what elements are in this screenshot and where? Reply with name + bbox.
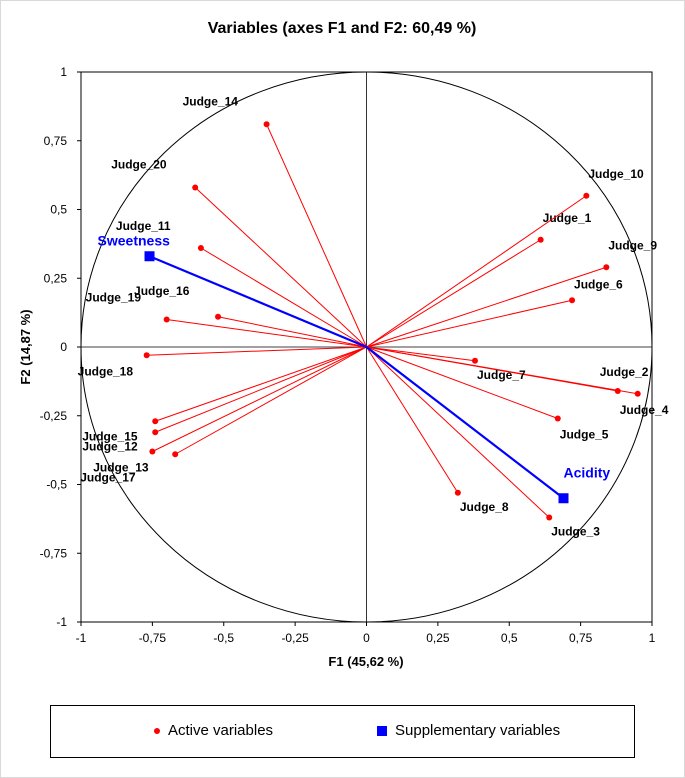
variable-vector	[155, 346, 367, 433]
legend-label-active: Active variables	[168, 722, 274, 739]
variable-point	[471, 357, 478, 364]
variable-vector	[366, 346, 550, 518]
x-tick-label: 0,75	[569, 631, 593, 645]
variable-label: Judge_12	[82, 440, 138, 454]
variable-point	[546, 514, 553, 521]
supplementary-label: Acidity	[563, 464, 610, 480]
variable-point	[454, 489, 461, 496]
variable-vector	[366, 346, 638, 395]
variable-point	[149, 448, 156, 455]
x-tick-label: -0,75	[139, 631, 167, 645]
variable-vector	[174, 346, 367, 455]
active-marker-icon	[154, 728, 160, 735]
legend-item-supplementary: Supplementary variables	[377, 722, 560, 739]
variable-point	[634, 390, 641, 397]
supplementary-vector	[149, 255, 367, 349]
plot-area: -1 -0,75 -0,5 -0,25 0 0,25 0,5 0,75 1 1 0,75 0,5 0,2…	[40, 65, 669, 645]
variable-label: Judge_2	[600, 365, 649, 379]
variable-vector	[366, 346, 459, 494]
y-tick-label: -0,5	[46, 478, 67, 492]
variable-label: Judge_1	[543, 211, 592, 225]
variable-point	[192, 184, 199, 191]
y-tick-label: -0,25	[40, 409, 68, 423]
variable-label: Judge_9	[608, 238, 657, 252]
variable-label: Judge_10	[588, 167, 644, 181]
variable-vector	[366, 346, 476, 362]
variable-vector	[155, 346, 367, 422]
variable-label: Judge_15	[82, 429, 138, 443]
variable-vector	[194, 187, 367, 348]
variable-vector	[366, 346, 558, 419]
supplementary-point	[558, 493, 569, 504]
y-axis-label: F2 (14,87 %)	[18, 309, 33, 384]
variable-vector	[266, 124, 367, 348]
y-tick-label: 0	[60, 340, 67, 354]
variable-label: Judge_11	[116, 219, 171, 233]
variable-vector	[200, 247, 367, 348]
variable-point	[172, 451, 179, 458]
x-tick-label: -1	[76, 631, 87, 645]
variable-vector	[366, 266, 607, 348]
variable-label: Judge_8	[460, 500, 509, 514]
x-tick-label: 1	[649, 631, 656, 645]
variable-point	[263, 121, 270, 128]
variable-vector	[146, 346, 367, 356]
variable-label: Judge_14	[183, 94, 239, 108]
y-tick-label: -1	[56, 615, 67, 629]
x-axis-label: F1 (45,62 %)	[328, 654, 403, 669]
supplementary-vector	[365, 346, 565, 500]
variable-label: Judge_7	[477, 368, 526, 382]
x-tick-label: 0	[363, 631, 370, 645]
variable-point	[537, 236, 544, 243]
legend-label-supplementary: Supplementary variables	[395, 722, 561, 739]
variable-point	[215, 313, 222, 320]
y-tick-label: 0,75	[44, 134, 68, 148]
variable-vector	[217, 316, 367, 348]
variable-label: Judge_20	[111, 158, 167, 172]
variable-label: Judge_4	[620, 403, 669, 417]
y-tick-label: 0,25	[44, 271, 68, 285]
variable-label: Judge_18	[78, 364, 134, 378]
variable-point	[143, 352, 150, 359]
variable-label: Judge_6	[574, 277, 623, 291]
variable-point	[583, 192, 590, 199]
variable-vector	[152, 346, 367, 452]
y-tick-label: -0,75	[40, 546, 68, 560]
supplementary-marker-icon	[377, 726, 387, 737]
variable-point	[163, 316, 170, 323]
variable-label: Judge_17	[80, 470, 136, 484]
variable-point	[614, 388, 621, 394]
chart-title: Variables (axes F1 and F2: 60,49 %)	[208, 20, 477, 37]
variable-point	[603, 264, 610, 271]
variable-point	[554, 415, 561, 422]
variable-label: Judge_19	[86, 291, 142, 305]
correlation-circle-chart: Variables (axes F1 and F2: 60,49 %) -1 -0…	[18, 20, 669, 669]
x-tick-label: -0,25	[281, 631, 309, 645]
legend: Active variables Supplementary variables	[50, 705, 635, 758]
supplementary-point	[144, 251, 155, 262]
x-tick-label: 0,5	[501, 631, 518, 645]
variable-point	[152, 418, 159, 425]
supplementary-label: Sweetness	[98, 232, 171, 248]
variable-vector	[366, 195, 587, 348]
y-tick-label: 1	[60, 65, 67, 79]
variable-label: Judge_3	[551, 525, 600, 539]
variable-point	[569, 297, 576, 304]
variable-point	[152, 429, 159, 436]
x-tick-label: 0,25	[426, 631, 450, 645]
variable-point	[197, 245, 204, 251]
variable-label: Judge_13	[93, 460, 149, 474]
y-tick-label: 0,5	[50, 203, 67, 217]
x-tick-label: -0,5	[213, 631, 234, 645]
variable-vector	[366, 239, 541, 348]
variable-vector	[166, 319, 367, 348]
variable-vector	[366, 299, 573, 348]
legend-item-active: Active variables	[154, 722, 273, 739]
variable-label: Judge_16	[134, 284, 190, 298]
variable-label: Judge_5	[560, 428, 609, 442]
